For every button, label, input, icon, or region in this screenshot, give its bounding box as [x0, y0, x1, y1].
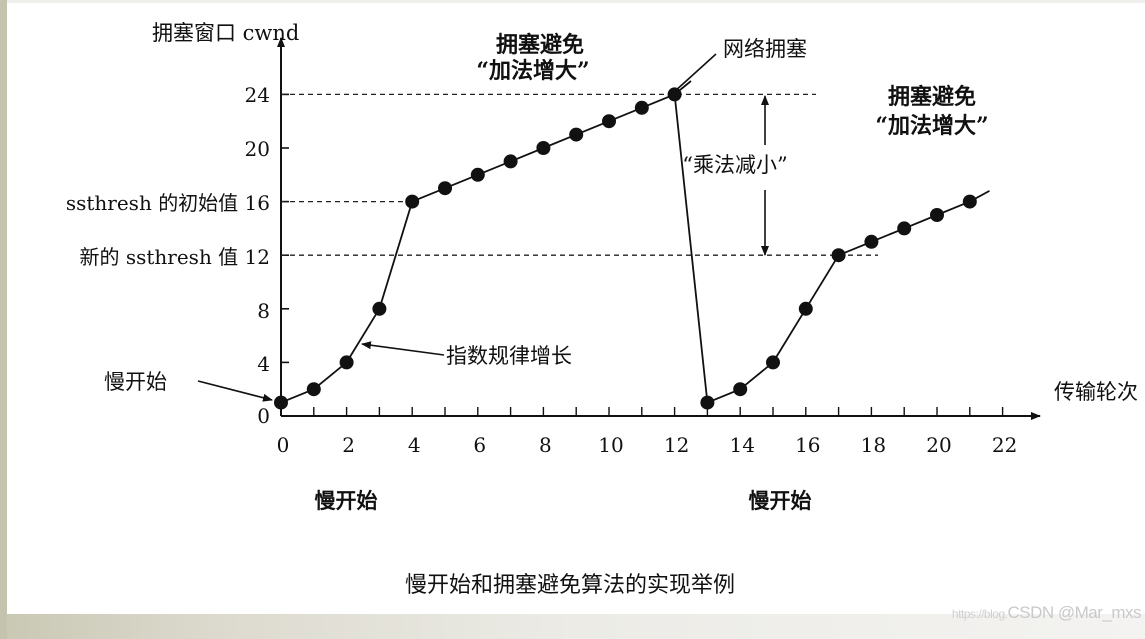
data-point — [831, 248, 846, 263]
data-point — [634, 100, 649, 115]
figure-panel — [7, 3, 1145, 614]
x-tick-label: 8 — [539, 433, 552, 457]
x-axis-title: 传输轮次 — [1054, 380, 1138, 404]
y-tick-16-initial-ssthresh: ssthresh 的初始值 16 — [66, 191, 270, 215]
data-point — [897, 221, 912, 236]
data-point — [864, 234, 879, 249]
x-tick-label: 6 — [473, 433, 486, 457]
y-tick-24: 24 — [245, 83, 270, 107]
data-point — [438, 181, 452, 196]
slow-start-pointer-label: 慢开始 — [104, 370, 167, 394]
x-tick-label: 14 — [729, 433, 754, 457]
data-point — [372, 301, 387, 316]
x-tick-label: 12 — [664, 433, 689, 457]
data-point — [602, 114, 616, 129]
data-point — [274, 395, 288, 410]
mult-decrease-label: “乘法减小” — [682, 153, 787, 177]
slow-start-phase-1: 慢开始 — [315, 488, 378, 513]
y-ticks — [281, 93, 289, 364]
slow-start-phase-2: 慢开始 — [749, 488, 812, 513]
x-tick-labels: 0 2 4 6 8 10 12 14 16 18 20 22 — [277, 433, 1018, 457]
figure-caption: 慢开始和拥塞避免算法的实现举例 — [405, 573, 735, 598]
data-point — [470, 167, 485, 182]
x-tick-label: 18 — [861, 433, 886, 457]
data-point — [962, 194, 977, 209]
congestion-pointer — [673, 53, 717, 93]
data-point — [569, 127, 584, 142]
data-point — [667, 87, 682, 102]
exp-growth-label: 指数规律增长 — [446, 344, 572, 368]
y-tick-12-new-ssthresh: 新的 ssthresh 值 12 — [79, 245, 270, 269]
x-tick-label: 4 — [408, 433, 421, 457]
slow-start-pointer-arrow — [197, 380, 273, 402]
watermark: https://blog.CSDN @Mar_mxs — [951, 603, 1142, 623]
y-axis-title: 拥塞窗口 cwnd — [152, 21, 299, 45]
reference-lines — [281, 93, 878, 256]
ca-top-line1: 拥塞避免 — [496, 32, 584, 58]
cwnd-series — [274, 80, 990, 410]
data-point — [306, 382, 321, 397]
data-point — [700, 395, 715, 410]
x-tick-label: 0 — [277, 433, 290, 457]
cwnd-line — [280, 93, 971, 404]
watermark-text: CSDN @Mar_mxs — [1007, 603, 1141, 622]
exp-growth-arrow — [361, 341, 445, 356]
y-tick-20: 20 — [245, 137, 270, 161]
congestion-label: 网络拥塞 — [723, 37, 807, 61]
x-ticks — [313, 407, 1004, 416]
left-border — [0, 0, 7, 639]
data-point — [766, 355, 780, 370]
data-point — [503, 154, 518, 169]
y-tick-8: 8 — [257, 299, 270, 323]
data-point — [536, 141, 551, 155]
ca-top-line2: “加法增大” — [476, 58, 589, 84]
x-tick-label: 10 — [598, 433, 623, 457]
x-tick-label: 20 — [926, 433, 951, 457]
top-border — [0, 0, 1145, 3]
y-tick-0: 0 — [257, 404, 270, 428]
x-tick-label: 2 — [342, 433, 355, 457]
data-point — [930, 208, 944, 222]
data-point — [733, 382, 748, 397]
ca-right-line2: “加法增大” — [875, 113, 988, 139]
data-point — [339, 355, 354, 370]
watermark-url: https://blog. — [951, 607, 1008, 621]
x-tick-label: 22 — [992, 433, 1017, 457]
x-tick-label: 16 — [795, 433, 820, 457]
data-point — [798, 301, 813, 316]
ca-right-line1: 拥塞避免 — [888, 84, 976, 110]
y-tick-4: 4 — [257, 352, 270, 376]
data-point — [405, 194, 420, 209]
